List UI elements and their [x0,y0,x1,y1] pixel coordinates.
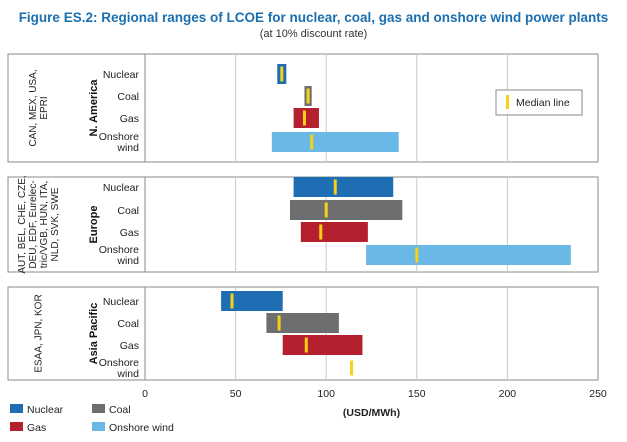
legend-swatch-nuclear [10,404,23,413]
tech-label-onshore-wind: Onshore wind [99,131,139,154]
median-legend-mark [506,95,509,109]
country-list-n-america: CAN, MEX, USA,EPRI [28,69,50,146]
x-tick-label: 0 [142,388,148,400]
tech-label-line: Onshore [99,131,139,143]
tech-label-nuclear: Nuclear [103,296,140,308]
x-tick-label: 150 [408,388,426,400]
legend-swatch-coal [92,404,105,413]
range-bar-coal [266,313,339,333]
tech-label-onshore-wind: Onshore wind [99,357,139,380]
median-legend-box [495,89,583,116]
median-mark-onshore-wind [415,247,419,263]
tech-label-nuclear: Nuclear [103,69,140,81]
legend-swatch-onshore-wind [92,422,105,431]
x-tick-label: 250 [589,388,607,400]
range-bar-gas [282,335,363,355]
range-bar-nuclear [221,291,283,311]
median-mark-gas [319,224,323,240]
range-bar-onshore-wind [366,245,571,265]
legend-label-coal: Coal [109,404,131,416]
x-tick-label: 100 [317,388,335,400]
tech-label-line: wind [116,255,139,267]
legend-swatch-gas [10,422,23,431]
legend-label-nuclear: Nuclear [27,404,64,416]
median-mark-onshore-wind [310,134,314,150]
tech-label-onshore-wind: Onshore wind [99,244,139,267]
tech-label-gas: Gas [120,227,139,239]
region-label-asia-pacific: Asia Pacific [88,303,100,365]
country-line: ESAA, JPN, KOR [34,294,45,372]
range-bar-nuclear [293,177,394,197]
country-line: EPRI [39,96,50,119]
median-mark-nuclear [333,179,337,195]
country-list-asia-pacific: ESAA, JPN, KOR [34,294,45,372]
tech-label-line: Onshore [99,244,139,256]
range-bar-gas [300,222,368,242]
median-mark-gas [302,110,306,126]
x-axis-label: (USD/MWh) [343,407,400,419]
median-mark-coal [277,315,281,331]
x-tick-label: 200 [499,388,517,400]
range-bar-coal [289,200,403,220]
median-legend-label: Median line [516,97,570,109]
region-label-europe: Europe [88,206,100,244]
tech-label-gas: Gas [120,340,139,352]
tech-label-line: wind [116,368,139,380]
tech-label-nuclear: Nuclear [103,182,140,194]
chart-title: Figure ES.2: Regional ranges of LCOE for… [18,10,609,25]
tech-label-coal: Coal [117,318,139,330]
chart-subtitle: (at 10% discount rate) [259,28,368,40]
range-bar-gas [293,108,319,128]
panel-frame-n-america [7,53,599,163]
tech-label-gas: Gas [120,113,139,125]
country-line: NLD, SVK, SWE [50,187,61,261]
country-line: tric/VGB, HUN, ITA, [39,181,50,269]
country-line: CAN, MEX, USA, [28,69,39,146]
tech-label-line: wind [116,142,139,154]
legend-label-onshore-wind: Onshore wind [109,422,174,434]
tech-label-coal: Coal [117,91,139,103]
panel-frame-asia-pacific [7,286,599,381]
median-mark-nuclear [280,66,284,82]
region-label-n-america: N. America [88,79,100,137]
country-line: DEU, EDF, Eurelec- [28,180,39,268]
range-bar-onshore-wind [271,132,399,152]
median-mark-nuclear [230,293,234,309]
tech-label-coal: Coal [117,205,139,217]
median-mark-coal [306,88,310,104]
country-line: AUT, BEL, CHE, CZE, [17,175,28,273]
tech-label-line: Onshore [99,357,139,369]
median-mark-coal [324,202,328,218]
median-mark-onshore-wind [350,360,354,376]
median-mark-gas [304,337,308,353]
country-list-europe: AUT, BEL, CHE, CZE,DEU, EDF, Eurelec-tri… [17,175,61,273]
legend-label-gas: Gas [27,422,46,434]
x-tick-label: 50 [230,388,242,400]
